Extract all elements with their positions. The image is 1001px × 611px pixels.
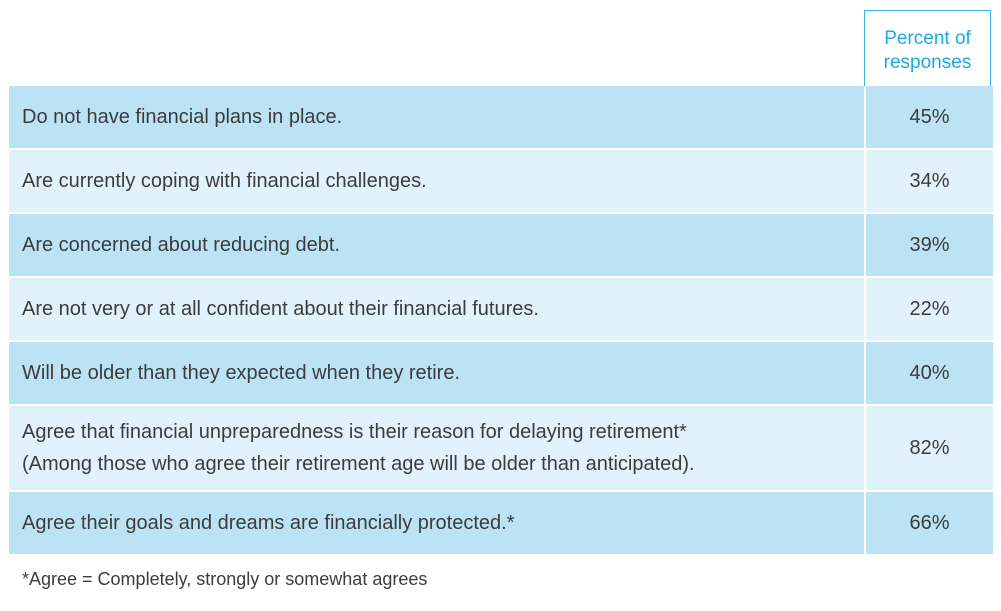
row-label-cell: Do not have financial plans in place. [9,86,864,148]
row-label: Are currently coping with financial chal… [22,170,427,192]
header-spacer [9,10,864,86]
row-label: Do not have financial plans in place. [22,106,343,128]
footnote: *Agree = Completely, strongly or somewha… [22,569,428,589]
row-label-cell: Agree their goals and dreams are financi… [9,492,864,554]
row-label-cell: Agree that financial unpreparedness is t… [9,406,864,490]
row-value: 40% [866,342,993,404]
table-row: Are currently coping with financial chal… [9,150,993,214]
row-value: 22% [866,278,993,340]
row-value: 66% [866,492,993,554]
table-row: Agree their goals and dreams are financi… [9,492,993,556]
table-row: Will be older than they expected when th… [9,342,993,406]
table-row: Are concerned about reducing debt. 39% [9,214,993,278]
table-row: Do not have financial plans in place. 45… [9,86,993,150]
row-value: 82% [866,406,993,490]
row-label: Are not very or at all confident about t… [22,298,539,320]
row-value: 34% [866,150,993,212]
row-label-cell: Are concerned about reducing debt. [9,214,864,276]
table-header-row: Percent of responses [9,10,993,86]
row-label-cell: Are not very or at all confident about t… [9,278,864,340]
row-label: Are concerned about reducing debt. [22,234,340,256]
row-label: Will be older than they expected when th… [22,362,461,384]
column-header-label: Percent of responses [883,27,972,73]
row-label: Agree their goals and dreams are financi… [22,512,515,534]
row-label-cell: Are currently coping with financial chal… [9,150,864,212]
table-row: Agree that financial unpreparedness is t… [9,406,993,492]
row-value: 39% [866,214,993,276]
survey-table: Percent of responses Do not have financi… [9,10,993,556]
row-value: 45% [866,86,993,148]
row-label: Agree that financial unpreparedness is t… [22,421,695,475]
table-row: Are not very or at all confident about t… [9,278,993,342]
row-label-cell: Will be older than they expected when th… [9,342,864,404]
column-header-percent: Percent of responses [864,10,991,86]
